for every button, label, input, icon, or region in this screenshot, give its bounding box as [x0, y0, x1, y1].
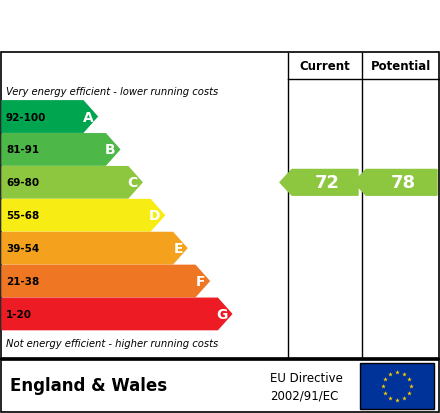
Text: F: F — [196, 274, 205, 288]
Text: 72: 72 — [315, 174, 340, 192]
Polygon shape — [2, 102, 97, 133]
Text: 55-68: 55-68 — [6, 211, 39, 221]
Text: C: C — [128, 176, 138, 190]
Text: 1-20: 1-20 — [6, 309, 32, 319]
Text: D: D — [149, 209, 161, 223]
Text: Not energy efficient - higher running costs: Not energy efficient - higher running co… — [6, 338, 218, 348]
Text: 69-80: 69-80 — [6, 178, 39, 188]
Text: Energy Efficiency Rating: Energy Efficiency Rating — [11, 17, 299, 37]
Text: Potential: Potential — [370, 60, 431, 73]
Polygon shape — [280, 170, 358, 196]
Polygon shape — [2, 134, 120, 166]
Text: 39-54: 39-54 — [6, 244, 39, 254]
Polygon shape — [2, 233, 187, 264]
Polygon shape — [2, 167, 142, 199]
Polygon shape — [354, 170, 437, 196]
Text: 21-38: 21-38 — [6, 276, 39, 286]
Text: Current: Current — [300, 60, 350, 73]
Text: E: E — [173, 242, 183, 256]
Text: England & Wales: England & Wales — [10, 376, 167, 394]
Polygon shape — [2, 200, 165, 231]
Text: G: G — [216, 307, 227, 321]
Text: EU Directive: EU Directive — [270, 371, 343, 384]
Polygon shape — [2, 299, 231, 330]
Text: B: B — [105, 143, 116, 157]
Bar — [360, 363, 434, 409]
Text: 81-91: 81-91 — [6, 145, 39, 155]
Text: 78: 78 — [391, 174, 416, 192]
Text: 2002/91/EC: 2002/91/EC — [270, 389, 338, 401]
Text: 92-100: 92-100 — [6, 112, 46, 122]
Text: A: A — [82, 110, 93, 124]
Text: Very energy efficient - lower running costs: Very energy efficient - lower running co… — [6, 87, 218, 97]
Polygon shape — [2, 266, 209, 297]
